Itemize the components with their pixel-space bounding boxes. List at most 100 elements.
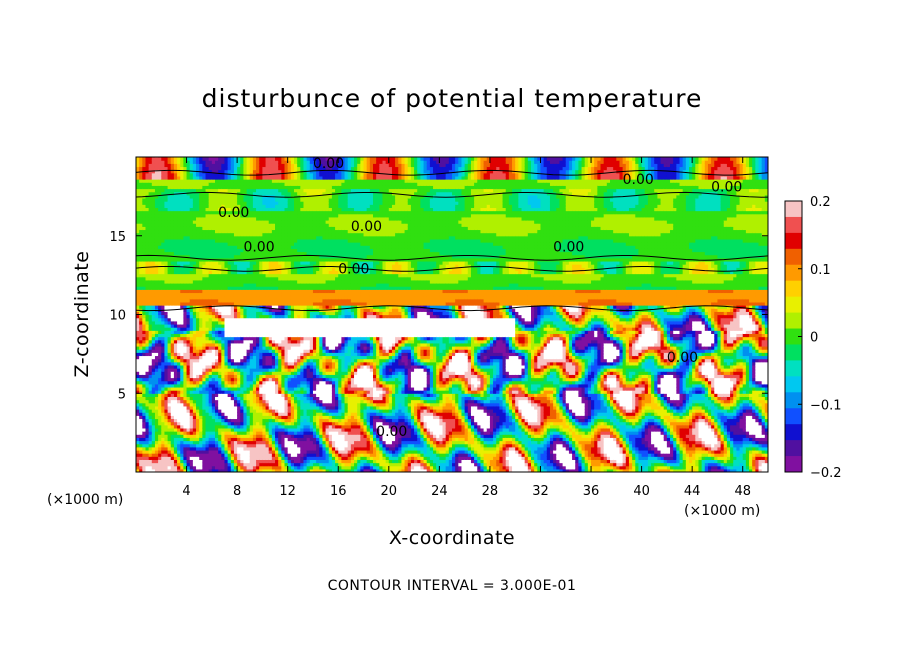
field-cell: [215, 427, 219, 432]
field-cell: [183, 409, 188, 413]
field-cell: [199, 257, 203, 262]
field-cell: [186, 175, 191, 180]
field-cell: [196, 207, 200, 212]
field-cell: [136, 286, 140, 290]
field-cell: [281, 166, 286, 171]
field-cell: [237, 330, 241, 334]
field-cell: [205, 465, 210, 470]
field-cell: [284, 349, 289, 353]
field-cell: [237, 320, 241, 325]
field-cell: [268, 185, 273, 190]
field-cell: [170, 283, 175, 287]
field-cell: [139, 468, 143, 472]
field-cell: [287, 409, 292, 413]
field-cell: [189, 242, 194, 246]
field-cell: [221, 393, 226, 397]
field-cell: [240, 368, 245, 372]
field-cell: [211, 317, 216, 322]
field-cell: [164, 179, 169, 183]
field-cell: [192, 207, 197, 212]
field-cell: [284, 424, 289, 429]
field-cell: [252, 346, 257, 350]
field-cell: [233, 160, 238, 164]
field-cell: [281, 204, 286, 208]
field-cell: [262, 213, 267, 218]
field-cell: [173, 308, 178, 312]
field-cell: [208, 440, 213, 445]
field-cell: [180, 393, 184, 397]
field-cell: [230, 254, 235, 259]
field-cell: [151, 220, 156, 224]
field-cell: [268, 383, 273, 388]
field-cell: [281, 301, 286, 306]
field-cell: [227, 163, 232, 168]
field-cell: [192, 364, 197, 369]
field-cell: [177, 286, 181, 290]
field-cell: [154, 267, 159, 271]
field-cell: [224, 355, 229, 360]
field-cell: [275, 346, 279, 350]
field-cell: [148, 210, 153, 215]
field-cell: [287, 415, 292, 420]
field-cell: [180, 459, 184, 464]
field-cell: [189, 276, 194, 281]
field-cell: [199, 301, 203, 306]
field-cell: [240, 342, 245, 347]
field-cell: [227, 289, 232, 294]
field-cell: [237, 267, 241, 271]
field-cell: [151, 427, 156, 432]
field-cell: [199, 462, 203, 467]
field-cell: [243, 327, 248, 331]
field-cell: [148, 314, 153, 319]
field-cell: [167, 210, 172, 215]
field-cell: [262, 257, 267, 262]
field-cell: [268, 402, 273, 407]
field-cell: [262, 327, 267, 331]
field-cell: [230, 399, 235, 404]
field-cell: [180, 355, 184, 360]
field-cell: [177, 279, 181, 284]
field-cell: [256, 346, 260, 350]
field-cell: [173, 201, 178, 205]
field-cell: [142, 185, 147, 190]
field-cell: [265, 226, 270, 231]
field-cell: [227, 377, 232, 382]
field-cell: [240, 358, 245, 363]
field-cell: [189, 459, 194, 464]
field-cell: [275, 166, 279, 171]
field-cell: [189, 393, 194, 397]
field-cell: [148, 185, 153, 190]
field-cell: [183, 311, 188, 316]
field-cell: [180, 456, 184, 460]
field-cell: [154, 213, 159, 218]
field-cell: [189, 449, 194, 454]
field-cell: [284, 226, 289, 231]
field-cell: [148, 412, 153, 416]
field-cell: [196, 412, 200, 416]
field-cell: [208, 399, 213, 404]
field-cell: [173, 182, 178, 186]
field-cell: [262, 311, 267, 316]
field-cell: [154, 333, 159, 338]
field-cell: [221, 311, 226, 316]
field-cell: [246, 223, 251, 227]
field-cell: [139, 264, 143, 268]
field-cell: [196, 399, 200, 404]
field-cell: [148, 374, 153, 379]
field-cell: [158, 191, 162, 196]
field-cell: [233, 349, 238, 353]
field-cell: [154, 188, 159, 193]
field-cell: [211, 216, 216, 221]
field-cell: [249, 333, 254, 338]
field-cell: [145, 383, 150, 388]
field-cell: [221, 412, 226, 416]
field-cell: [202, 210, 207, 215]
field-cell: [205, 311, 210, 316]
field-cell: [256, 418, 260, 423]
field-cell: [199, 166, 203, 171]
field-cell: [167, 191, 172, 196]
field-cell: [183, 446, 188, 451]
field-cell: [208, 276, 213, 281]
field-cell: [142, 409, 147, 413]
field-cell: [180, 399, 184, 404]
